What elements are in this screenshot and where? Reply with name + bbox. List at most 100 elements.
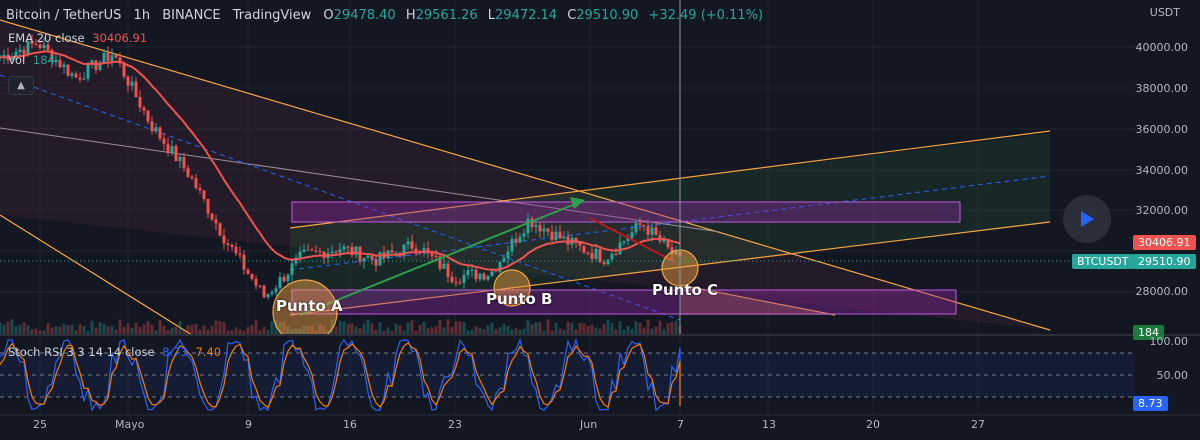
candle-body [374, 259, 378, 266]
volume-bar [494, 329, 498, 334]
candle-body [490, 271, 494, 277]
volume-bar [158, 319, 162, 334]
stoch-value-tag: 8.73 [1133, 396, 1168, 411]
channel-line-mid [0, 127, 721, 233]
candle-body [266, 294, 270, 298]
volume-bar [482, 329, 486, 334]
ema-value: 30406.91 [92, 31, 148, 45]
volume-bar [210, 325, 214, 334]
candle-body [246, 269, 250, 274]
candle-body [62, 64, 66, 68]
volume-bar [454, 321, 458, 334]
point-c-label: Punto C [652, 281, 719, 299]
stoch-indicator-legend[interactable]: Stoch RSI 3 3 14 14 close 8.73 7.40 [8, 345, 221, 359]
volume-indicator-legend[interactable]: Vol 184 [8, 53, 55, 67]
volume-bar [178, 321, 182, 334]
volume-bar [82, 326, 86, 334]
interval-label[interactable]: 1h [133, 8, 151, 23]
volume-bar [38, 330, 42, 334]
volume-bar [42, 330, 46, 334]
volume-bar [410, 320, 414, 334]
volume-bar [202, 325, 206, 334]
stoch-k-line [0, 337, 681, 412]
volume-bar [614, 329, 618, 334]
candle-body [478, 273, 482, 280]
candle-body [274, 288, 278, 293]
volume-bar [474, 326, 478, 334]
stoch-label: Stoch RSI 3 3 14 14 close [8, 345, 155, 359]
volume-bar [566, 321, 570, 334]
candle-body [522, 233, 526, 237]
volume-bar [130, 327, 134, 334]
candle-body [554, 231, 558, 241]
candle-body [574, 237, 578, 243]
candle-body [338, 249, 342, 253]
volume-bar [490, 322, 494, 334]
candle-body [86, 63, 90, 79]
price-tick: 40000.00 [1135, 41, 1189, 54]
volume-bar [606, 319, 610, 334]
candle-body [254, 278, 258, 286]
volume-bar [562, 329, 566, 334]
candle-body [226, 243, 230, 245]
candle-body [442, 263, 446, 269]
candle-body [250, 273, 254, 279]
volume-bar [466, 330, 470, 334]
candle-body [666, 239, 670, 248]
candle-body [126, 76, 130, 86]
last-price-tag: 29510.90 [1133, 254, 1196, 269]
volume-bar [114, 329, 118, 334]
volume-bar [346, 324, 350, 334]
ema-indicator-legend[interactable]: EMA 20 close 30406.91 [8, 31, 147, 45]
volume-bar [626, 325, 630, 334]
volume-bar [302, 325, 306, 334]
volume-bar [254, 319, 258, 334]
time-tick: 20 [866, 418, 880, 431]
candle-body [414, 248, 418, 252]
candle-body [518, 236, 522, 243]
price-tick: 36000.00 [1135, 123, 1189, 136]
candle-body [142, 107, 146, 111]
candle-body [370, 255, 374, 260]
candle-body [470, 269, 474, 271]
volume-bar [426, 328, 430, 334]
candle-body [482, 273, 486, 280]
volume-bar [290, 329, 294, 334]
volume-bar [150, 324, 154, 334]
symbol-name[interactable]: Bitcoin / TetherUS [6, 8, 122, 23]
candle-body [310, 249, 314, 251]
symbol-header[interactable]: Bitcoin / TetherUS 1h BINANCE TradingVie… [6, 8, 769, 23]
time-tick: Mayo [115, 418, 145, 431]
volume-label: Vol [8, 53, 26, 67]
collapse-legend-button[interactable]: ▲ [8, 76, 34, 95]
volume-bar [270, 321, 274, 334]
volume-bar [638, 322, 642, 334]
close-value: 29510.90 [576, 8, 639, 23]
volume-bar [258, 330, 262, 334]
point-b-marker [493, 269, 531, 307]
volume-bar [338, 320, 342, 334]
candle-body [578, 242, 582, 246]
volume-bar [166, 329, 170, 334]
volume-bar [230, 330, 234, 334]
volume-bar [194, 323, 198, 334]
volume-bars [0, 319, 682, 334]
time-tick: Jun [580, 418, 598, 431]
volume-bar [218, 320, 222, 334]
point-a-marker [272, 279, 338, 334]
volume-bar [90, 320, 94, 334]
candle-body [198, 188, 202, 191]
candle-body [646, 226, 650, 235]
volume-bar [58, 326, 62, 334]
volume-bar [610, 323, 614, 334]
replay-button[interactable] [1063, 195, 1111, 243]
volume-bar [170, 328, 174, 334]
candle-body [366, 255, 370, 258]
candle-body [118, 57, 122, 64]
volume-bar [126, 323, 130, 334]
asc-channel-lower [289, 221, 1051, 316]
candle-body [534, 224, 538, 227]
volume-bar [506, 326, 510, 334]
volume-bar [326, 329, 330, 334]
